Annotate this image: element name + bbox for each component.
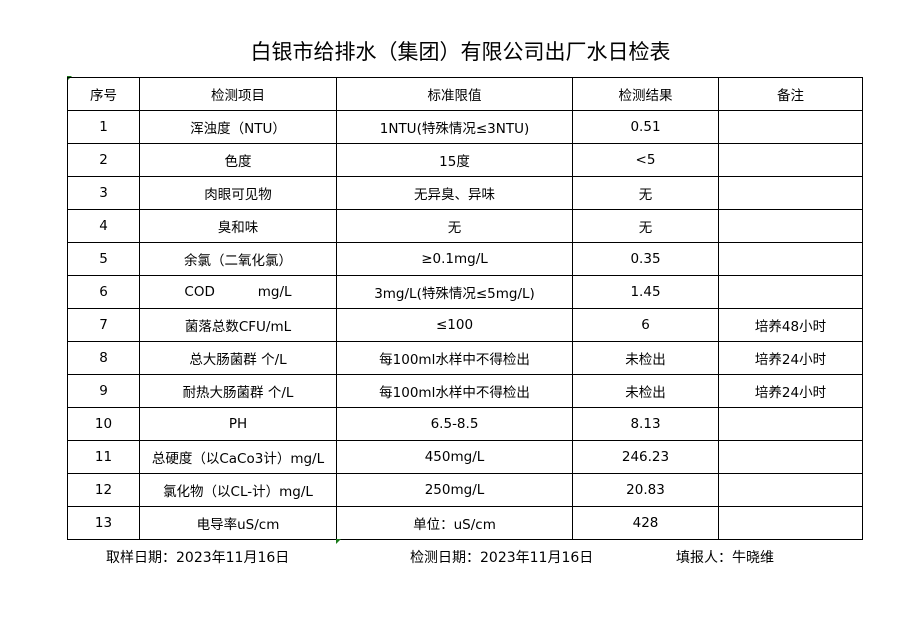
table-row: 4 臭和味无无 <box>67 209 863 243</box>
table-row: 5 余氯（二氧化氯） ≥0.1mg/L 0.35 <box>67 242 863 276</box>
test-item-cell: PH <box>139 407 337 441</box>
reporter: 填报人：牛晓维 <box>676 550 774 566</box>
standard-limit-cell: 每100ml水样中不得检出 <box>336 374 573 408</box>
row-number-cell: 11 <box>67 440 140 474</box>
table-row: 7 菌落总数CFU/mL ≤100 6 培养48小时 <box>67 308 863 342</box>
standard-limit-cell: 450mg/L <box>336 440 573 474</box>
remark-cell <box>718 407 863 441</box>
table-row: 13 电导率uS/cm 单位：uS/cm 428 <box>67 506 863 540</box>
test-result-cell: 无 <box>572 176 719 210</box>
test-item-cell: 电导率uS/cm <box>139 506 337 540</box>
test-result-cell: 6 <box>572 308 719 342</box>
test-item-cell: 浑浊度（NTU） <box>139 110 337 144</box>
test-result-cell: 0.51 <box>572 110 719 144</box>
standard-limit-cell: 6.5-8.5 <box>336 407 573 441</box>
remark-cell <box>718 110 863 144</box>
row-number-cell: 4 <box>67 209 140 243</box>
test-result-cell: 8.13 <box>572 407 719 441</box>
table-row: 9 耐热大肠菌群 个/L 每100ml水样中不得检出 未检出 培养24小时 <box>67 374 863 408</box>
row-number-cell: 12 <box>67 473 140 507</box>
remark-cell <box>718 440 863 474</box>
row-number-cell: 8 <box>67 341 140 375</box>
sample-date: 取样日期：2023年11月16日 <box>106 550 290 566</box>
header-cell: 检测项目 <box>139 77 337 111</box>
standard-limit-cell: 3mg/L(特殊情况≤5mg/L) <box>336 275 573 309</box>
test-result-cell: 0.35 <box>572 242 719 276</box>
test-result-cell: 未检出 <box>572 341 719 375</box>
test-item-cell: 耐热大肠菌群 个/L <box>139 374 337 408</box>
table-row: 12 氯化物（以CL-计）mg/L 250mg/L 20.83 <box>67 473 863 507</box>
row-number-cell: 5 <box>67 242 140 276</box>
standard-limit-cell: 15度 <box>336 143 573 177</box>
remark-cell: 培养24小时 <box>718 374 863 408</box>
row-number-cell: 2 <box>67 143 140 177</box>
standard-limit-cell: ≥0.1mg/L <box>336 242 573 276</box>
header-cell: 标准限值 <box>336 77 573 111</box>
test-result-cell: 1.45 <box>572 275 719 309</box>
test-item-cell: 菌落总数CFU/mL <box>139 308 337 342</box>
table-row: 2 色度 15度 <5 <box>67 143 863 177</box>
header-cell: 检测结果 <box>572 77 719 111</box>
table-row: 8 总大肠菌群 个/L 每100ml水样中不得检出 未检出 培养24小时 <box>67 341 863 375</box>
test-item-cell: 氯化物（以CL-计）mg/L <box>139 473 337 507</box>
standard-limit-cell: ≤100 <box>336 308 573 342</box>
row-number-cell: 9 <box>67 374 140 408</box>
page-title: 白银市给排水（集团）有限公司出厂水日检表 <box>250 40 671 64</box>
test-result-cell: <5 <box>572 143 719 177</box>
table-row: 11 总硬度（以CaCo3计）mg/L 450mg/L 246.23 <box>67 440 863 474</box>
test-result-cell: 428 <box>572 506 719 540</box>
test-item-cell: 余氯（二氧化氯） <box>139 242 337 276</box>
standard-limit-cell: 每100ml水样中不得检出 <box>336 341 573 375</box>
test-item-cell: 总硬度（以CaCo3计）mg/L <box>139 440 337 474</box>
standard-limit-cell: 无 <box>336 209 573 243</box>
inspection-table: 序号 检测项目 标准限值 检测结果 备注 1 浑浊度（NTU） 1NTU(特殊情况≤… <box>67 77 863 540</box>
header-row: 序号 检测项目 标准限值 检测结果 备注 <box>67 77 863 111</box>
remark-cell <box>718 506 863 540</box>
row-number-cell: 3 <box>67 176 140 210</box>
test-result-cell: 246.23 <box>572 440 719 474</box>
header-cell: 序号 <box>67 77 140 111</box>
test-item-cell: 色度 <box>139 143 337 177</box>
remark-cell <box>718 275 863 309</box>
remark-cell: 培养48小时 <box>718 308 863 342</box>
remark-cell <box>718 473 863 507</box>
cell-marker <box>336 539 341 544</box>
row-number-cell: 7 <box>67 308 140 342</box>
standard-limit-cell: 250mg/L <box>336 473 573 507</box>
remark-cell <box>718 209 863 243</box>
remark-cell: 培养24小时 <box>718 341 863 375</box>
test-result-cell: 未检出 <box>572 374 719 408</box>
table-row: 10 PH 6.5-8.5 8.13 <box>67 407 863 441</box>
test-item-cell: COD mg/L <box>139 275 337 309</box>
table-row: 1 浑浊度（NTU） 1NTU(特殊情况≤3NTU) 0.51 <box>67 110 863 144</box>
test-item-cell: 肉眼可见物 <box>139 176 337 210</box>
standard-limit-cell: 无异臭、异味 <box>336 176 573 210</box>
standard-limit-cell: 1NTU(特殊情况≤3NTU) <box>336 110 573 144</box>
test-date: 检测日期：2023年11月16日 <box>410 550 594 566</box>
row-number-cell: 10 <box>67 407 140 441</box>
test-item-cell: 总大肠菌群 个/L <box>139 341 337 375</box>
test-result-cell: 无 <box>572 209 719 243</box>
remark-cell <box>718 143 863 177</box>
table-row: 6 COD mg/L 3mg/L(特殊情况≤5mg/L) 1.45 <box>67 275 863 309</box>
row-number-cell: 6 <box>67 275 140 309</box>
standard-limit-cell: 单位：uS/cm <box>336 506 573 540</box>
test-item-cell: 臭和味 <box>139 209 337 243</box>
remark-cell <box>718 176 863 210</box>
remark-cell <box>718 242 863 276</box>
row-number-cell: 13 <box>67 506 140 540</box>
row-number-cell: 1 <box>67 110 140 144</box>
header-cell: 备注 <box>718 77 863 111</box>
test-result-cell: 20.83 <box>572 473 719 507</box>
table-row: 3 肉眼可见物 无异臭、异味无 <box>67 176 863 210</box>
